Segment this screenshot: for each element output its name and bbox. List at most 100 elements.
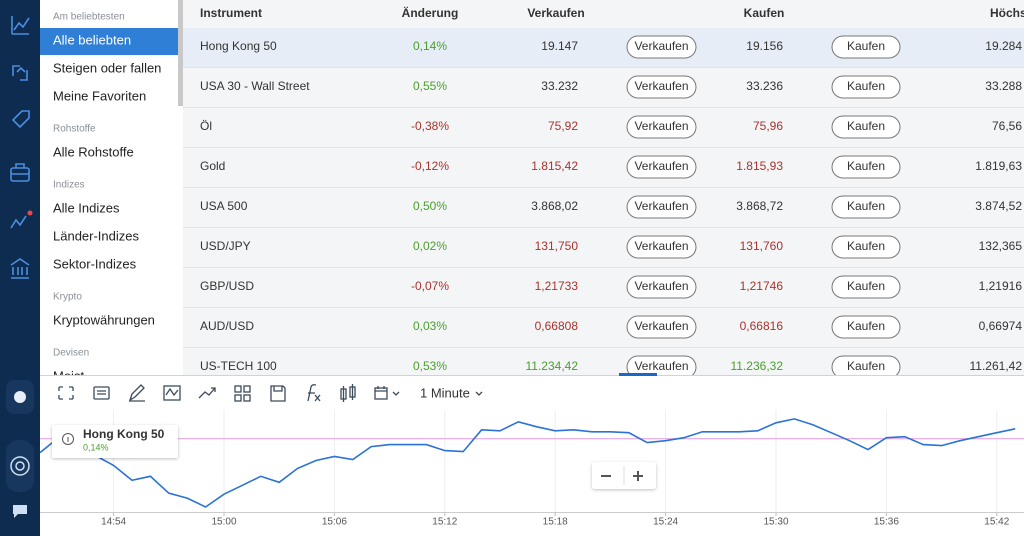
sell-price: 3.868,02 [531, 199, 578, 213]
menu-item[interactable]: Meine Favoriten [53, 88, 146, 103]
selected-item [40, 28, 178, 55]
sell-price: 11.234,42 [526, 359, 579, 373]
buy-button-label[interactable]: Kaufen [847, 359, 885, 373]
high-price: 11.261,42 [970, 359, 1023, 373]
sell-button-label[interactable]: Verkaufen [634, 39, 688, 53]
buy-button[interactable] [831, 315, 901, 339]
sell-price: 75,92 [548, 119, 578, 133]
instrument-name: AUD/USD [200, 319, 254, 333]
buy-price: 3.868,72 [736, 199, 783, 213]
buy-button-label[interactable]: Kaufen [847, 239, 885, 253]
sidebar-bg [40, 0, 183, 375]
menu-item[interactable]: Kryptowährungen [53, 312, 155, 327]
buy-button[interactable] [831, 195, 901, 219]
high-price: 33.288 [985, 79, 1022, 93]
sell-button[interactable] [626, 355, 697, 378]
buy-button[interactable] [831, 115, 901, 139]
scrollbar[interactable] [178, 0, 183, 106]
sell-button-label[interactable]: Verkaufen [634, 119, 688, 133]
buy-button-label[interactable]: Kaufen [847, 39, 885, 53]
chat-icon[interactable] [13, 505, 27, 518]
buy-button[interactable] [831, 75, 901, 99]
sell-price: 1,21733 [535, 279, 579, 293]
sell-price: 19.147 [541, 39, 578, 53]
high-price: 132,365 [979, 239, 1023, 253]
sell-button-label[interactable]: Verkaufen [634, 279, 688, 293]
buy-button[interactable] [831, 275, 901, 299]
sell-button-label[interactable]: Verkaufen [634, 319, 688, 333]
buy-price: 131,760 [740, 239, 784, 253]
instrument-name: US-TECH 100 [200, 359, 277, 373]
instrument-name: Öl [200, 119, 212, 133]
target-button[interactable] [6, 440, 34, 492]
buy-button-label[interactable]: Kaufen [847, 119, 885, 133]
target-icon [10, 456, 30, 476]
x-tick-label: 15:06 [322, 517, 347, 528]
column-header: Höchs [990, 6, 1024, 20]
buy-button-label[interactable]: Kaufen [847, 279, 885, 293]
x-tick-label: 15:12 [432, 517, 457, 528]
instrument-name: USA 500 [200, 199, 248, 213]
buy-button-label[interactable]: Kaufen [847, 79, 885, 93]
buy-button[interactable] [831, 355, 901, 378]
buy-price: 1.815,93 [736, 159, 783, 173]
high-price: 1.819,63 [975, 159, 1022, 173]
menu-item[interactable]: Alle Rohstoffe [53, 144, 134, 159]
tooltip-change: 0,14% [83, 442, 109, 452]
target-icon [15, 461, 25, 471]
buy-button[interactable] [831, 35, 901, 59]
x-tick-label: 15:42 [984, 517, 1009, 528]
sell-button-label[interactable]: Verkaufen [634, 79, 688, 93]
menu-item[interactable]: Alle beliebten [53, 32, 131, 47]
menu-item[interactable]: Alle Indizes [53, 200, 120, 215]
sell-button[interactable] [626, 155, 697, 179]
high-price: 76,56 [992, 119, 1022, 133]
buy-price: 75,96 [753, 119, 783, 133]
sell-button[interactable] [626, 195, 697, 219]
sell-button-label[interactable]: Verkaufen [634, 239, 688, 253]
sell-button-label[interactable]: Verkaufen [634, 199, 688, 213]
sell-button[interactable] [626, 235, 697, 259]
price-line [39, 418, 1016, 508]
change: 0,14% [413, 39, 447, 53]
buy-price: 1,21746 [740, 279, 784, 293]
interval-select[interactable]: 1 Minute [420, 385, 470, 400]
section-heading: Devisen [53, 348, 89, 359]
buy-button-label[interactable]: Kaufen [847, 159, 885, 173]
section-heading: Indizes [53, 180, 85, 191]
x-tick-label: 15:30 [763, 517, 788, 528]
column-header: Instrument [200, 6, 262, 20]
x-tick-label: 15:00 [211, 517, 236, 528]
sell-button-label[interactable]: Verkaufen [634, 159, 688, 173]
menu-item[interactable]: Länder-Indizes [53, 228, 139, 243]
buy-button-label[interactable]: Kaufen [847, 199, 885, 213]
sell-price: 131,750 [535, 239, 579, 253]
sell-button[interactable] [626, 35, 697, 59]
info-icon[interactable] [62, 433, 74, 445]
sell-button[interactable] [626, 115, 697, 139]
nav-icons[interactable] [10, 16, 33, 279]
buy-button[interactable] [831, 235, 901, 259]
sell-button[interactable] [626, 275, 697, 299]
buy-price: 33.236 [746, 79, 783, 93]
tooltip [52, 425, 178, 458]
change: 0,50% [413, 199, 447, 213]
sell-price: 0,66808 [535, 319, 579, 333]
menu-item[interactable]: Sektor-Indizes [53, 256, 137, 271]
chart-toolbar[interactable] [58, 384, 483, 402]
menu-item[interactable]: Steigen oder fallen [53, 60, 161, 75]
buy-price: 19.156 [746, 39, 783, 53]
buy-price: 0,66816 [740, 319, 784, 333]
buy-button-label[interactable]: Kaufen [847, 319, 885, 333]
sell-button[interactable] [626, 75, 697, 99]
high-price: 3.874,52 [975, 199, 1022, 213]
zoom-in[interactable] [633, 471, 643, 481]
sell-button-label[interactable]: Verkaufen [634, 359, 688, 373]
price-chart: 14:54 15:00 15:06 15:12 15:18 15:24 15:30 15:36… [39, 410, 1024, 536]
sell-price: 1.815,42 [531, 159, 578, 173]
x-tick-label: 14:54 [101, 517, 126, 528]
sell-button[interactable] [626, 315, 697, 339]
menu-item[interactable]: Meist [53, 368, 84, 383]
buy-button[interactable] [831, 155, 901, 179]
resize-handle[interactable] [619, 373, 657, 376]
